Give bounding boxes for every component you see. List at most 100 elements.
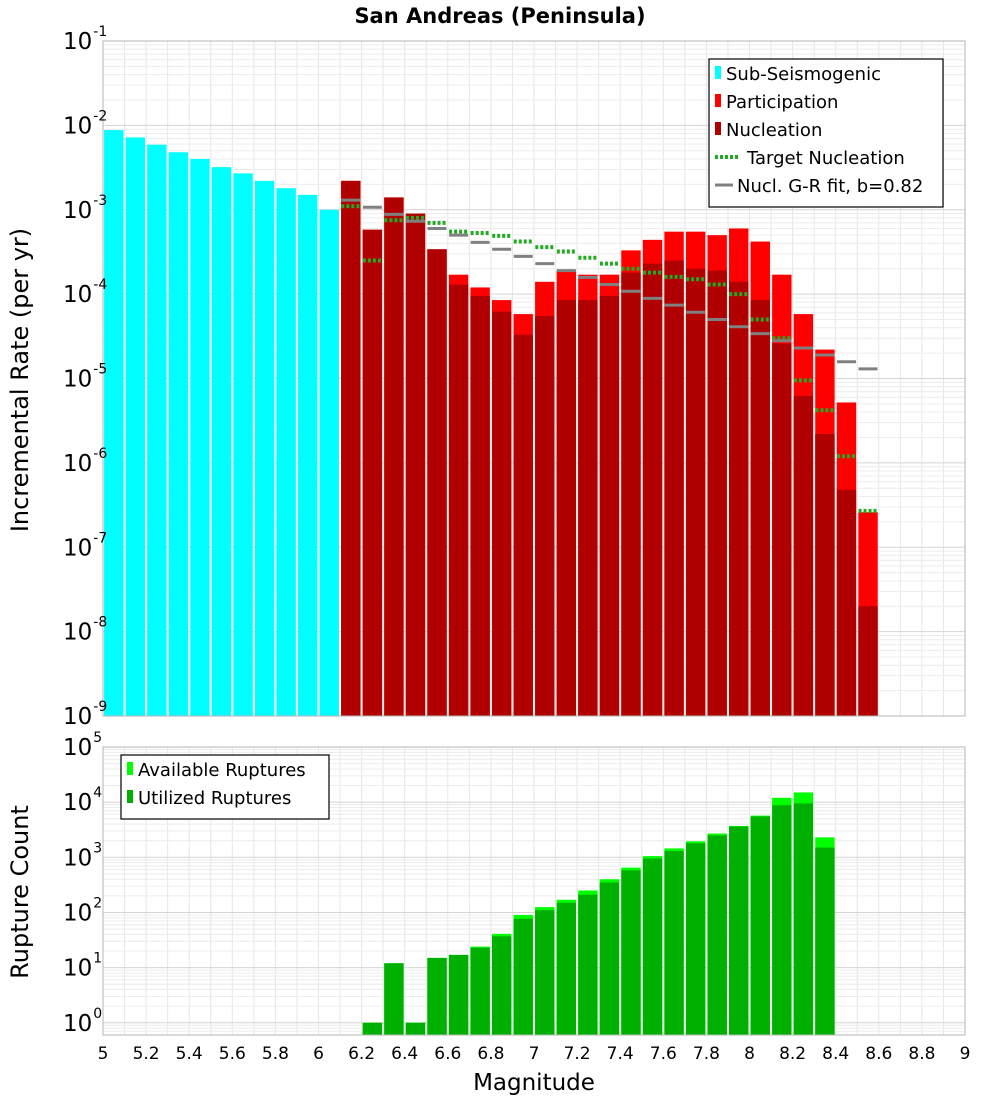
legend: Available Ruptures Utilized Ruptures xyxy=(120,754,330,820)
y-tick-exponent: 2 xyxy=(93,895,102,911)
y-tick-exponent: -6 xyxy=(93,446,107,462)
bar xyxy=(362,229,383,717)
bar xyxy=(707,835,727,1035)
bar xyxy=(578,300,598,716)
plot-frame xyxy=(102,40,966,717)
bar xyxy=(125,137,146,716)
x-tick-label: 6 xyxy=(313,1044,324,1064)
x-tick-label: 5.6 xyxy=(219,1044,246,1064)
bar xyxy=(535,910,555,1035)
y-tick-label: 101 xyxy=(63,951,102,982)
legend-swatch xyxy=(127,790,133,803)
bar xyxy=(664,851,684,1035)
bar xyxy=(621,870,641,1035)
bar xyxy=(427,249,447,716)
bar xyxy=(621,272,641,716)
legend-swatch xyxy=(715,122,721,135)
bar xyxy=(642,263,663,716)
y-tick-exponent: -4 xyxy=(93,277,107,293)
x-tick-label: 7.2 xyxy=(564,1044,591,1064)
y-tick-label: 10-9 xyxy=(63,699,107,730)
bar xyxy=(599,296,620,716)
legend-label: Nucl. G-R fit, b=0.82 xyxy=(737,176,923,197)
x-tick-label: 8.2 xyxy=(779,1044,806,1064)
y-tick-label: 105 xyxy=(63,730,102,761)
bar xyxy=(729,281,749,716)
y-tick-label: 10-2 xyxy=(63,108,107,139)
x-tick-label: 7.8 xyxy=(693,1044,720,1064)
bar xyxy=(405,213,426,717)
x-tick-label: 6.8 xyxy=(477,1044,504,1064)
x-tick-label: 7.4 xyxy=(607,1044,634,1064)
x-tick-label: 8.4 xyxy=(822,1044,849,1064)
bar xyxy=(815,433,835,716)
legend-box xyxy=(708,58,944,208)
series-target-nucleation xyxy=(341,204,878,513)
bar xyxy=(556,300,577,716)
y-tick-label: 10-3 xyxy=(63,193,107,224)
bar xyxy=(836,489,857,716)
y-tick-exponent: -5 xyxy=(93,362,107,378)
bar xyxy=(147,144,167,717)
legend-label: Utilized Ruptures xyxy=(138,788,291,809)
x-tick-label: 5.4 xyxy=(176,1044,203,1064)
bar xyxy=(211,167,232,716)
series-utilized-ruptures xyxy=(362,803,835,1035)
bar xyxy=(427,957,447,1035)
y-tick-exponent: 5 xyxy=(93,730,102,746)
bar xyxy=(384,197,404,717)
bar xyxy=(341,180,361,716)
y-tick-label: 10-5 xyxy=(63,362,107,393)
x-tick-label: 5.8 xyxy=(262,1044,289,1064)
bar xyxy=(104,130,124,717)
x-tick-label: 8 xyxy=(744,1044,755,1064)
y-tick-exponent: -1 xyxy=(93,24,107,40)
bar xyxy=(707,270,727,716)
bar xyxy=(448,284,469,716)
bar xyxy=(233,173,253,716)
bar xyxy=(750,816,770,1035)
y-tick-exponent: 1 xyxy=(93,951,102,967)
y-tick-label: 104 xyxy=(63,785,102,816)
y-tick-label: 10-4 xyxy=(63,277,107,308)
y-tick-exponent: 3 xyxy=(93,840,102,856)
bar xyxy=(384,963,404,1035)
y-tick-label: 10-7 xyxy=(63,530,107,561)
bar xyxy=(578,894,598,1035)
bar xyxy=(254,180,275,716)
x-tick-label: 6.4 xyxy=(391,1044,418,1064)
bar xyxy=(729,826,749,1035)
bar xyxy=(513,334,533,716)
y-tick-exponent: -7 xyxy=(93,530,107,546)
bar xyxy=(276,188,296,717)
legend-label: Available Ruptures xyxy=(138,760,306,781)
y-tick-exponent: -2 xyxy=(93,108,107,124)
y-tick-labels: 10-9 10-8 10-7 10-6 10-5 10-4 10-3 10-2 10-1 xyxy=(63,24,107,730)
bar xyxy=(470,296,490,716)
legend-swatch xyxy=(127,762,133,775)
bar xyxy=(685,268,706,716)
bar xyxy=(491,936,512,1035)
bar xyxy=(190,158,210,717)
x-tick-label: 9 xyxy=(960,1044,971,1064)
y-tick-exponent: -3 xyxy=(93,193,107,209)
x-tick-label: 8.6 xyxy=(865,1044,892,1064)
x-tick-label: 6.6 xyxy=(434,1044,461,1064)
bar xyxy=(685,843,706,1035)
y-tick-exponent: 0 xyxy=(93,1006,102,1022)
top-y-axis-label: Incremental Rate (per yr) xyxy=(6,228,34,532)
x-tick-label: 7.6 xyxy=(650,1044,677,1064)
legend-label: Nucleation xyxy=(726,120,822,141)
bar xyxy=(858,606,878,716)
bar xyxy=(535,316,555,716)
chart-title: San Andreas (Peninsula) xyxy=(354,4,645,28)
bar xyxy=(793,803,814,1035)
bar xyxy=(642,858,663,1035)
plot-frame xyxy=(102,746,966,1036)
bar xyxy=(793,396,814,716)
bar xyxy=(750,300,770,716)
bar xyxy=(772,805,792,1035)
bar xyxy=(168,152,189,716)
